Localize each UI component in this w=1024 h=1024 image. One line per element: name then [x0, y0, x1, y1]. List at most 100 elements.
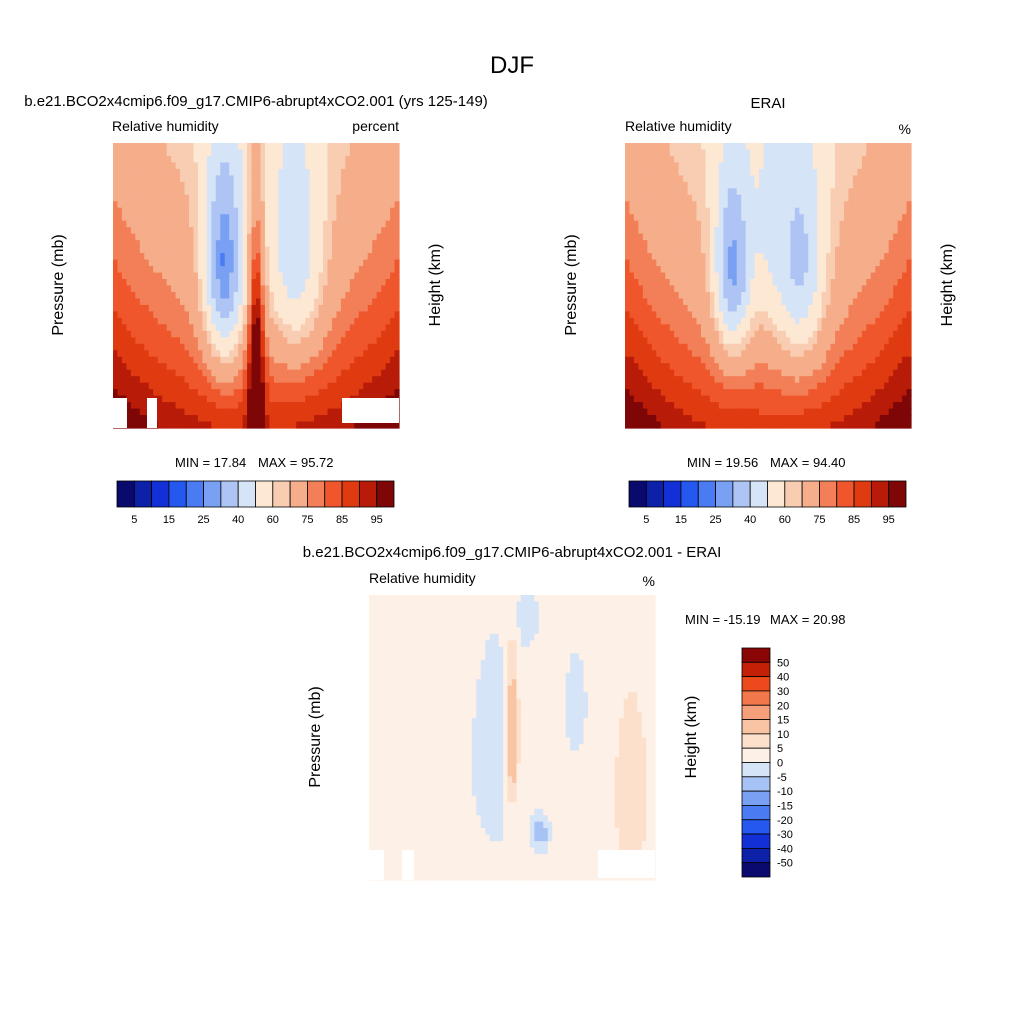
contour-cell: [363, 155, 369, 164]
contour-cell: [785, 272, 791, 280]
contour-cell: [202, 311, 208, 319]
contour-cell: [794, 233, 800, 241]
contour-cell: [157, 421, 163, 429]
contour-cell: [687, 350, 693, 358]
contour-cell: [794, 350, 800, 358]
contour-cell: [839, 337, 845, 345]
contour-cell: [117, 162, 123, 170]
contour-cell: [206, 408, 212, 416]
contour-cell: [741, 298, 747, 306]
contour-cell: [336, 227, 342, 235]
contour-cell: [776, 304, 783, 313]
contour-cell: [135, 356, 141, 364]
contour-cell: [144, 175, 150, 183]
contour-cell: [215, 162, 221, 170]
contour-cell: [238, 324, 244, 332]
contour-cell: [314, 369, 320, 377]
contour-cell: [318, 285, 324, 293]
contour-cell: [157, 408, 163, 416]
contour-cell: [314, 246, 320, 254]
contour-cell: [812, 214, 818, 222]
contour-cell: [893, 272, 899, 280]
contour-cell: [781, 317, 787, 325]
contour-cell: [768, 285, 774, 293]
contour-cell: [888, 240, 894, 248]
contour-cell: [287, 376, 293, 384]
contour-cell: [852, 240, 858, 248]
contour-cell: [381, 246, 387, 254]
contour-cell: [282, 376, 288, 384]
contour-cell: [238, 356, 244, 364]
contour-cell: [714, 175, 720, 183]
contour-cell: [625, 240, 631, 248]
contour-cell: [171, 162, 177, 170]
contour-cell: [363, 389, 369, 397]
contour-cell: [826, 155, 832, 164]
contour-cell: [126, 376, 132, 384]
contour-cell: [323, 214, 329, 222]
contour-cell: [745, 330, 751, 338]
contour-cell: [215, 330, 221, 338]
contour-cell: [264, 279, 271, 287]
contour-cell: [305, 402, 311, 410]
contour-cell: [799, 214, 805, 222]
contour-cell: [866, 168, 872, 176]
contour-cell: [238, 317, 244, 325]
contour-cell: [242, 376, 248, 384]
contour-cell: [282, 402, 288, 410]
contour-cell: [126, 285, 132, 293]
contour-cell: [197, 402, 203, 410]
contour-cell: [318, 175, 324, 183]
panel-model-min-label: MIN = 17.84: [175, 455, 246, 470]
contour-cell: [727, 324, 733, 332]
contour-cell: [727, 285, 733, 293]
contour-cell: [790, 324, 796, 332]
contour-cell: [188, 259, 195, 267]
contour-cell: [126, 291, 132, 300]
contour-cell: [224, 155, 230, 164]
contour-cell: [638, 317, 644, 325]
contour-cell: [238, 421, 244, 429]
contour-cell: [372, 214, 378, 222]
contour-cell: [857, 201, 863, 209]
contour-cell: [821, 233, 827, 241]
contour-cell: [121, 279, 128, 287]
contour-cell: [180, 253, 186, 261]
contour-cell: [291, 175, 297, 183]
contour-cell: [188, 317, 195, 325]
contour-cell: [772, 266, 778, 274]
contour-cell: [162, 149, 168, 157]
contour-cell: [291, 246, 297, 254]
contour-cell: [696, 356, 702, 364]
contour-cell: [763, 291, 769, 300]
contour-cell: [318, 389, 324, 397]
contour-cell: [794, 298, 800, 306]
contour-cell: [754, 291, 760, 300]
contour-cell: [349, 259, 355, 267]
contour-cell: [678, 350, 684, 358]
contour-cell: [144, 259, 150, 267]
contour-cell: [345, 311, 351, 319]
contour-cell: [336, 253, 342, 261]
contour-cell: [139, 343, 145, 351]
contour-cell: [669, 291, 675, 300]
contour-cell: [238, 214, 244, 222]
contour-cell: [126, 168, 132, 176]
contour-cell: [206, 356, 212, 364]
contour-cell: [852, 162, 858, 170]
contour-cell: [705, 279, 711, 287]
contour-cell: [220, 240, 226, 248]
contour-cell: [224, 279, 230, 287]
contour-cell: [229, 324, 235, 332]
contour-cell: [180, 350, 186, 358]
contour-cell: [282, 155, 288, 164]
contour-cell: [117, 233, 123, 241]
contour-cell: [251, 149, 257, 157]
contour-cell: [741, 317, 747, 325]
contour-cell: [696, 259, 702, 267]
contour-cell: [202, 194, 208, 202]
colorbar-label: 95: [371, 514, 383, 526]
contour-cell: [135, 395, 141, 403]
contour-cell: [879, 143, 885, 151]
contour-cell: [705, 291, 711, 300]
